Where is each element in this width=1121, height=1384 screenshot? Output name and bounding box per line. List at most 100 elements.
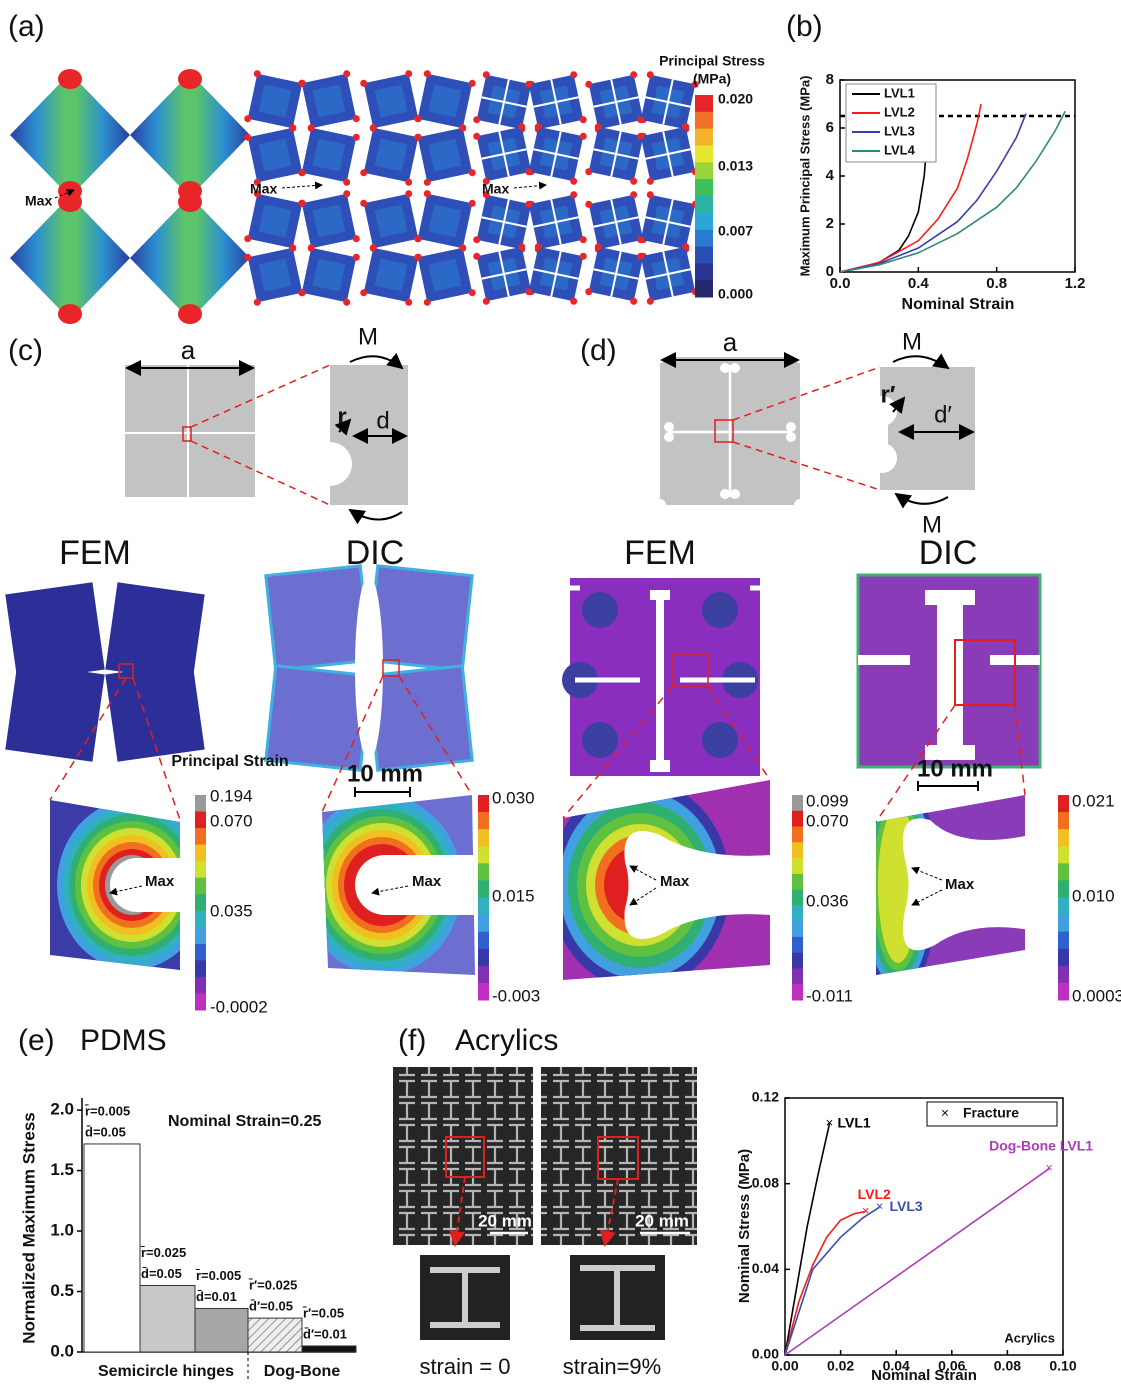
colorbar-segment (695, 263, 713, 280)
scale-bar (918, 781, 978, 791)
cell-core (313, 85, 346, 118)
max-label: Max (250, 181, 277, 197)
colorbar-segment (792, 984, 803, 1000)
colorbar-segment (695, 280, 713, 297)
y-axis-label: Maximum Principal Stress (MPa) (797, 76, 812, 277)
moment-label: M (358, 323, 378, 350)
cell-core (259, 259, 292, 292)
radius-label: r (337, 403, 346, 430)
colorbar-segment (695, 129, 713, 146)
method-title: FEM (624, 534, 696, 572)
colorbar-segment (792, 874, 803, 890)
cell (360, 244, 423, 307)
cell-core (375, 85, 408, 118)
cell (360, 124, 423, 187)
cell (244, 190, 307, 253)
radius-label: r′ (880, 381, 895, 408)
y-tick-label: 0.04 (752, 1260, 779, 1276)
colorbar-tick: -0.0002 (210, 997, 268, 1016)
panel-label: (d) (580, 334, 617, 367)
cell (298, 124, 361, 187)
y-tick-label: 0.0 (50, 1341, 74, 1360)
y-tick-label: 2.0 (50, 1100, 74, 1119)
caption: strain=9% (563, 1354, 661, 1379)
colorbar-segment (1058, 966, 1069, 984)
series-label: LVL3 (890, 1198, 923, 1214)
colorbar-segment (1058, 915, 1069, 933)
cell-core (375, 259, 408, 292)
cell-core (313, 139, 346, 172)
fracture-marker: × (1045, 1160, 1053, 1175)
colorbar-segment (695, 196, 713, 213)
max-label: Max (145, 873, 175, 890)
cell (525, 71, 588, 134)
scale-bar-label: 20 mm (478, 1211, 532, 1230)
legend-label: LVL4 (884, 142, 916, 157)
series-line (785, 1124, 830, 1355)
cell (525, 191, 588, 254)
cell-core (429, 259, 462, 292)
strain-maps (5, 566, 1040, 822)
colorbar-segment (792, 827, 803, 843)
colorbar-segment (1058, 812, 1069, 830)
max-label: Max (660, 873, 690, 890)
colorbar-segment (1058, 863, 1069, 881)
cell (244, 244, 307, 307)
colorbar-segment (195, 828, 206, 845)
y-tick-label: 0.08 (752, 1174, 779, 1190)
colorbar-tick: 0.036 (806, 891, 849, 910)
colorbar-segment (695, 146, 713, 163)
colorbar-segment (792, 842, 803, 858)
colorbar-tick: 0.015 (492, 886, 535, 905)
moment-arrow (896, 494, 948, 504)
method-title: DIC (919, 534, 978, 572)
cell-core (429, 139, 462, 172)
colorbar-segment (792, 921, 803, 937)
dimension-label: a (181, 335, 196, 365)
hot-spot (58, 69, 82, 89)
colorbar-tick: 0.007 (718, 223, 753, 239)
x-axis-label: Nominal Strain (902, 296, 1015, 313)
colorbar-segment (478, 932, 489, 950)
blob (582, 592, 618, 628)
cell (473, 123, 536, 186)
cell (414, 124, 477, 187)
series-line (785, 1169, 1049, 1355)
legend-label: LVL1 (884, 85, 915, 100)
colorbar-segment (1058, 932, 1069, 950)
panel-title: Acrylics (455, 1024, 558, 1057)
x-tick-label: 0.10 (1049, 1358, 1076, 1374)
cell (473, 191, 536, 254)
annotation: Nominal Strain=0.25 (168, 1113, 321, 1130)
hot-spot (58, 304, 82, 324)
moment-label: M (902, 328, 922, 355)
colorbar-tick: 0.013 (718, 158, 753, 174)
colorbar-tick: -0.003 (492, 986, 540, 1005)
bar-label: d̄=0.01 (196, 1289, 237, 1304)
colorbar-segment (478, 795, 489, 813)
x-tick-label: 0.0 (830, 275, 851, 292)
cell (130, 73, 250, 197)
group-label: Semicircle hinges (98, 1363, 234, 1380)
scale-bar-label: 20 mm (635, 1211, 689, 1230)
colorbar-segment (195, 795, 206, 812)
y-tick-label: 1.0 (50, 1221, 74, 1240)
cell (5, 662, 104, 761)
bar-label: r̄=0.025 (141, 1245, 186, 1260)
cell (10, 73, 130, 197)
method-title: FEM (59, 534, 131, 572)
max-label: Max (25, 193, 52, 209)
colorbar-segment (792, 811, 803, 827)
legend-label: LVL3 (884, 123, 915, 138)
x-axis-label: Nominal Strain (871, 1367, 977, 1384)
colorbar-segment (1058, 983, 1069, 1001)
bar-label: d̄=0.05 (85, 1124, 126, 1139)
cell (637, 71, 700, 134)
cell (525, 243, 588, 306)
cell-core (429, 85, 462, 118)
colorbar-segment (1058, 846, 1069, 864)
colorbar-segment (478, 966, 489, 984)
unit-cell (654, 351, 806, 511)
colorbar-segment (695, 230, 713, 247)
cell (585, 123, 648, 186)
